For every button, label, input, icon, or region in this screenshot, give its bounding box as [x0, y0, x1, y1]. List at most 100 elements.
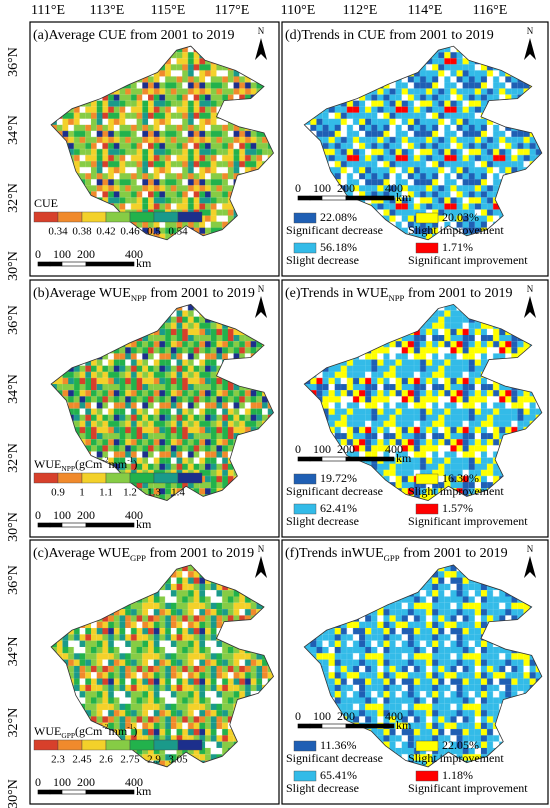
scale-segment	[61, 789, 87, 795]
text-segment: GPP	[61, 731, 75, 740]
legend-swatch	[177, 472, 203, 484]
legend-swatch	[293, 242, 317, 254]
scale-label: 0	[35, 775, 41, 789]
legend-tick-label: 0.42	[96, 226, 115, 238]
province-map	[303, 564, 543, 768]
legend-label: Significant improvement	[408, 514, 528, 528]
text-segment: WUE	[34, 457, 61, 471]
legend-swatch	[293, 212, 317, 224]
legend-percent: 1.57%	[442, 501, 473, 515]
legend-tick-label: 0.46	[120, 226, 140, 238]
legend-percent: 22.05%	[442, 738, 479, 752]
latitude-label: 34°N	[6, 115, 21, 145]
scale-unit: km	[396, 190, 412, 204]
text-segment: (gCm	[75, 724, 103, 738]
latitude-label: 30°N	[6, 251, 21, 281]
text-segment: from 2001 to 2019	[146, 546, 254, 561]
legend-swatch	[105, 739, 131, 751]
text-segment: GPP	[384, 553, 400, 563]
scale-label: 200	[77, 508, 95, 522]
scale-label: 200	[337, 709, 355, 723]
scale-segment	[85, 261, 135, 267]
legend-tick-label: 1.3	[147, 487, 161, 499]
scale-segment	[309, 456, 323, 462]
scale-unit: km	[136, 517, 152, 531]
text-segment: (e)Trends in WUE	[285, 286, 388, 301]
panel-frame	[281, 21, 549, 277]
scale-segment	[297, 723, 311, 729]
text-segment: (c)Average WUE	[33, 546, 130, 561]
legend-label: Significant decrease	[286, 751, 383, 765]
legend-swatch	[415, 473, 439, 485]
legend-swatch	[57, 739, 83, 751]
text-segment: CUE	[34, 196, 58, 210]
text-segment: from 2001 to 2019	[404, 286, 512, 301]
legend-label: Significant decrease	[286, 223, 383, 237]
panel-title: (f)Trends inWUEGPP from 2001 to 2019	[285, 546, 508, 563]
scale-segment	[321, 723, 347, 729]
legend-tick-label: 0.5	[147, 226, 161, 238]
scale-label: 200	[77, 247, 95, 261]
legend-percent: 56.18%	[320, 240, 357, 254]
longitude-label: 113°E	[90, 3, 125, 18]
longitude-label: 114°E	[408, 3, 443, 18]
legend-label: Slight improvement	[408, 223, 504, 237]
legend-swatch	[153, 211, 179, 223]
legend-swatch	[129, 739, 155, 751]
scale-label: 0	[295, 181, 301, 195]
north-arrow	[524, 38, 536, 60]
scale-label: 0	[295, 709, 301, 723]
legend-tick-label: 2.75	[120, 754, 140, 766]
legend-percent: 20.03%	[442, 210, 479, 224]
scale-segment	[321, 195, 347, 201]
legend-tick-label: 0.34	[48, 226, 68, 238]
legend-label: Significant improvement	[408, 253, 528, 267]
text-segment: NPP	[131, 293, 147, 303]
scale-unit: km	[136, 784, 152, 798]
legend-swatch	[105, 472, 131, 484]
legend-swatch	[57, 211, 83, 223]
legend-percent: 1.18%	[442, 768, 473, 782]
scale-segment	[49, 261, 63, 267]
text-segment: mm	[109, 724, 128, 738]
legend-title: WUENPP(gCm-2mm-1)	[34, 455, 137, 473]
scale-segment	[85, 522, 135, 528]
legend-swatch	[415, 212, 439, 224]
legend-swatch	[153, 739, 179, 751]
scale-segment	[345, 723, 395, 729]
legend-swatch	[293, 473, 317, 485]
legend-swatch	[33, 211, 59, 223]
legend-swatch	[177, 211, 203, 223]
scale-segment	[345, 456, 395, 462]
legend-swatch	[57, 472, 83, 484]
north-arrow	[255, 38, 267, 60]
province-map	[50, 303, 274, 501]
legend-percent: 16.30%	[442, 471, 479, 485]
panel-title: (c)Average WUEGPP from 2001 to 2019	[33, 546, 254, 563]
province-map	[50, 45, 274, 241]
scale-segment	[321, 456, 347, 462]
north-label: N	[258, 26, 265, 36]
text-segment: (gCm	[75, 457, 103, 471]
scale-label: 400	[385, 181, 403, 195]
text-segment: -2	[102, 722, 108, 731]
legend-swatch	[415, 770, 439, 782]
legend-label: Slight decrease	[286, 514, 359, 528]
text-segment: -1	[127, 455, 133, 464]
scale-segment	[37, 261, 51, 267]
panel-title: (d)Trends in CUE from 2001 to 2019	[285, 28, 494, 43]
text-segment: from 2001 to 2019	[147, 286, 255, 301]
legend-swatch	[81, 472, 107, 484]
scale-label: 400	[385, 442, 403, 456]
legend-swatch	[415, 242, 439, 254]
legend-swatch	[293, 503, 317, 515]
legend-swatch	[415, 503, 439, 515]
scale-unit: km	[396, 718, 412, 732]
legend-tick-label: 1.4	[171, 487, 185, 499]
scale-label: 0	[35, 508, 41, 522]
legend-percent: 1.71%	[442, 240, 473, 254]
scale-unit: km	[396, 451, 412, 465]
north-label: N	[258, 544, 265, 554]
north-label: N	[527, 26, 534, 36]
legend-swatch	[177, 739, 203, 751]
